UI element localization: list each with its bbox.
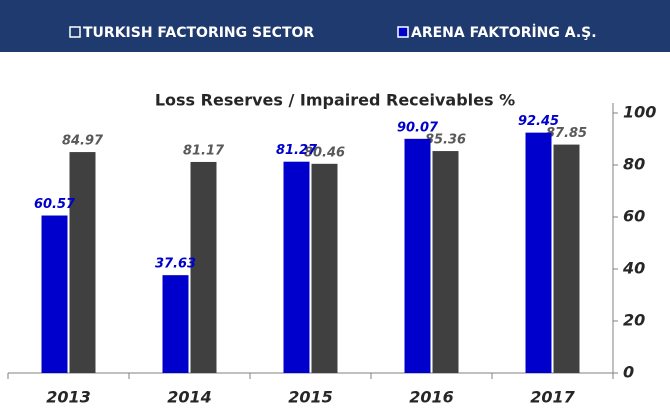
data-label: 87.85 bbox=[546, 126, 587, 141]
bar bbox=[311, 163, 338, 373]
legend-swatch bbox=[397, 26, 409, 38]
bar bbox=[404, 138, 431, 373]
y-tick-label: 20 bbox=[623, 311, 645, 330]
legend-banner bbox=[0, 0, 670, 52]
data-label: 85.36 bbox=[425, 133, 466, 148]
data-label: 84.97 bbox=[62, 134, 104, 149]
legend-label: ARENA FAKTORİNG A.Ş. bbox=[411, 24, 597, 41]
legend-label: TURKISH FACTORING SECTOR bbox=[83, 25, 314, 41]
bar bbox=[432, 151, 459, 373]
x-tick-label: 2016 bbox=[409, 388, 454, 407]
legend-swatch bbox=[69, 26, 81, 38]
bar bbox=[162, 275, 189, 373]
data-label: 60.57 bbox=[34, 197, 76, 212]
x-tick-label: 2015 bbox=[288, 388, 333, 407]
data-label: 92.45 bbox=[518, 114, 559, 129]
y-tick-label: 80 bbox=[623, 155, 645, 174]
bar bbox=[283, 161, 310, 373]
x-tick-label: 2017 bbox=[530, 388, 575, 407]
x-tick-label: 2013 bbox=[46, 388, 91, 407]
y-tick-label: 60 bbox=[623, 207, 645, 226]
data-label: 37.63 bbox=[155, 257, 196, 272]
bar bbox=[41, 215, 68, 373]
bar bbox=[69, 152, 96, 373]
bar bbox=[190, 161, 217, 373]
bar bbox=[525, 132, 552, 373]
data-label: 81.27 bbox=[276, 143, 318, 158]
data-label: 80.46 bbox=[304, 145, 345, 160]
chart-title: Loss Reserves / Impaired Receivables % bbox=[155, 91, 515, 110]
y-tick-label: 100 bbox=[623, 103, 656, 122]
y-tick-label: 0 bbox=[623, 363, 634, 382]
y-tick-label: 40 bbox=[622, 259, 645, 278]
data-label: 81.17 bbox=[183, 143, 225, 158]
bar bbox=[553, 144, 580, 373]
x-tick-label: 2014 bbox=[167, 388, 212, 407]
data-label: 90.07 bbox=[397, 120, 439, 135]
